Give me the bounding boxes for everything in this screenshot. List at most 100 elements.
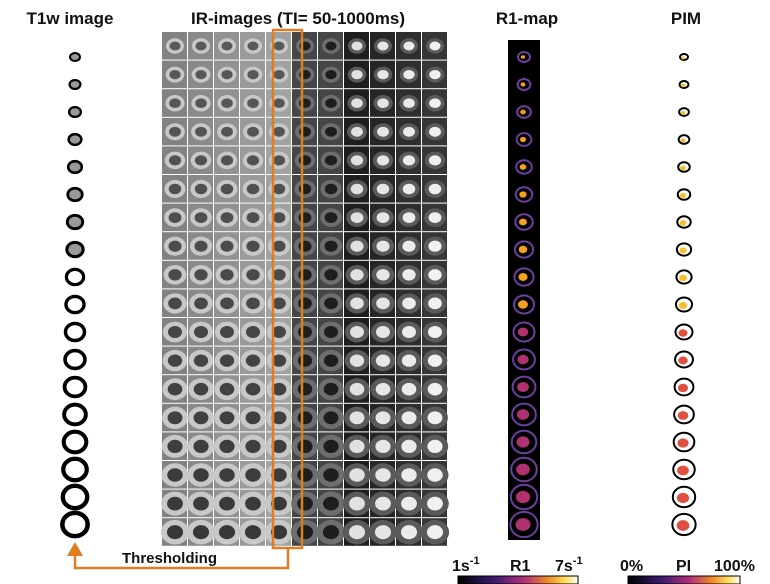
ir-blob [168,411,183,424]
ir-blob [376,241,389,252]
colorbar [628,576,740,584]
ir-blob [428,383,443,396]
ir-blob [428,354,442,366]
r1-core [516,464,530,476]
ir-blob [273,184,286,195]
ir-blob [430,42,441,51]
ir-blob [325,155,337,165]
ir-blob [246,354,260,366]
ir-blob [350,411,365,424]
pim-core [681,84,685,87]
r1-core [519,246,528,253]
ir-blob [193,440,208,453]
pim-core [678,357,688,365]
ir-blob [401,468,417,482]
ir-blob [375,440,390,453]
r1-core [516,518,531,531]
ir-blob [299,184,312,195]
pim-core [677,520,690,531]
ir-blob [194,298,208,310]
ir-blob [325,70,336,79]
ir-blob [349,525,365,539]
ir-blob [325,98,337,108]
ir-blob [325,127,337,137]
ir-blob [195,127,207,137]
ir-blob [427,440,442,453]
ir-blob [167,525,183,539]
t1w-thumb [69,134,82,145]
ir-blob [246,411,261,424]
ir-blob [350,241,363,252]
ir-blob [169,127,181,137]
t1w-thumb [64,432,87,453]
t1w-thumb [64,405,86,425]
column-title: T1w image [27,9,114,28]
ir-blob [194,241,207,252]
ir-blob [298,298,312,310]
r1-core [518,273,527,281]
ir-blob [403,184,416,195]
ir-blob [402,411,417,424]
ir-blob [297,440,312,453]
ir-blob [273,155,285,165]
ir-blob [376,383,391,396]
ir-blob [298,383,313,396]
ir-blob [195,155,207,165]
ir-blob [247,184,260,195]
ir-blob [193,468,209,482]
pim-core [680,166,686,171]
ir-blob [351,155,363,165]
colorbar-min: 0% [620,558,643,575]
ir-blob [376,411,391,424]
ir-blob [349,468,365,482]
label-sup: -1 [573,555,583,567]
ir-blob [324,411,339,424]
ir-blob [401,525,417,539]
ir-blob [401,440,416,453]
ir-blob [402,326,416,338]
ir-blob [220,354,234,366]
ir-blob [169,212,182,223]
ir-blob [428,269,441,280]
ir-blob [377,127,389,137]
ir-blob [248,42,259,51]
ir-blob [195,212,208,223]
ir-blob [428,298,442,310]
ir-blob [404,42,415,51]
ir-blob [220,241,233,252]
column-title: R1-map [496,9,558,28]
page: T1w image IR-images (TI= 50-1000ms) R1-m… [0,0,770,584]
ir-blob [401,497,417,511]
ir-blob [350,354,364,366]
pim-core [678,411,689,420]
ir-blob [402,241,415,252]
pim-core [679,302,687,309]
ir-blob [427,497,443,511]
ir-blob [298,326,312,338]
ir-blob [220,411,235,424]
ir-blob [272,269,285,280]
ir-blob [325,212,338,223]
ir-blob [246,269,259,280]
ir-blob [219,497,235,511]
ir-blob [377,98,389,108]
ir-blob [193,525,209,539]
r1-core [517,355,528,365]
ir-blob [351,98,363,108]
ir-blob [323,440,338,453]
ir-blob [169,98,181,108]
ir-blob [324,269,337,280]
pim-core [679,329,688,337]
ir-blob [350,383,365,396]
r1-core [517,409,529,420]
pim-core [679,247,686,253]
r1-core [516,436,529,447]
ir-blob [324,326,338,338]
t1w-thumb [65,351,85,369]
r1-core [520,110,525,115]
ir-blob [403,70,414,79]
ir-blob [246,298,260,310]
ir-blob [221,98,233,108]
ir-blob [168,383,183,396]
pim-core [681,111,686,115]
